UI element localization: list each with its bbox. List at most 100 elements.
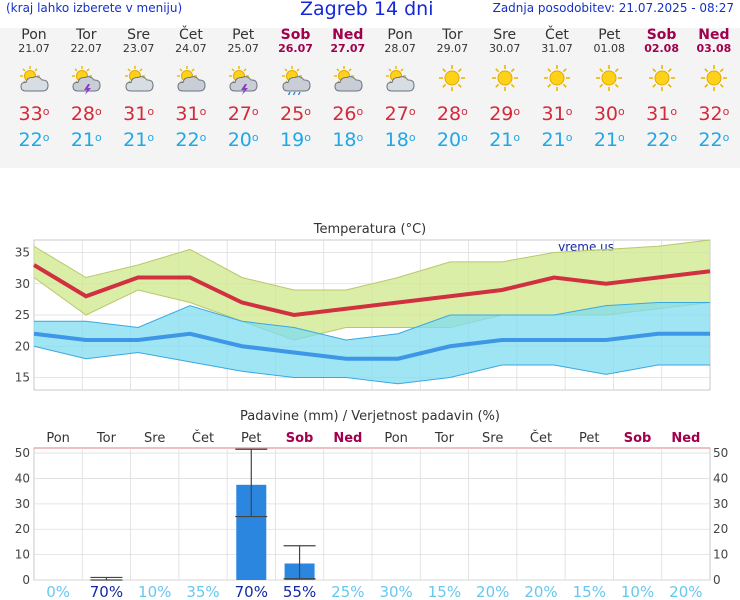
min-temp: 21o — [531, 129, 583, 151]
min-temp-value: 22 — [18, 129, 43, 151]
min-temp-value: 21 — [593, 129, 619, 151]
degree-sign: o — [95, 105, 102, 118]
forecast-day: Ned 27.07 26o 18o — [322, 27, 374, 152]
max-temp: 27o — [374, 103, 426, 125]
rain-icon — [281, 66, 311, 95]
precipitation-probability: 35% — [186, 583, 219, 600]
band-edge — [34, 302, 710, 341]
day-date: 02.08 — [644, 42, 679, 55]
last-update: Zadnja posodobitev: 21.07.2025 - 08:27 — [492, 1, 734, 15]
cloud-icon — [333, 66, 363, 92]
degree-sign: o — [408, 131, 416, 144]
max-temp-value: 27 — [227, 103, 252, 125]
precipitation-probability: 30% — [379, 583, 412, 600]
min-temp: 22o — [688, 129, 740, 151]
thunderstorm-icon — [72, 66, 101, 95]
day-name: Sob — [646, 27, 677, 43]
x-tick-label: Sre — [144, 431, 165, 446]
day-name: Čet — [178, 27, 203, 43]
degree-sign: o — [670, 105, 678, 118]
sun-icon — [491, 65, 518, 91]
y-tick-label-left: 0 — [22, 573, 30, 587]
max-temp-value: 31 — [123, 103, 148, 125]
degree-sign: o — [147, 105, 155, 118]
y-tick-label-left: 30 — [15, 497, 30, 511]
max-temp-value: 28 — [70, 103, 96, 125]
y-tick-label-right: 40 — [713, 471, 728, 485]
band-edge — [33, 345, 710, 385]
day-name: Čet — [545, 27, 569, 43]
y-tick-label-right: 30 — [713, 497, 728, 511]
precipitation-probability: 20% — [476, 583, 509, 600]
max-temp-value: 27 — [384, 103, 409, 125]
degree-sign: o — [304, 131, 311, 144]
y-tick-label-right: 10 — [713, 548, 728, 562]
degree-sign: o — [618, 131, 625, 144]
day-date: 27.07 — [330, 42, 366, 55]
day-name: Tor — [76, 27, 97, 43]
day-name: Tor — [442, 27, 463, 43]
max-temp: 32o — [688, 103, 740, 125]
degree-sign: o — [461, 105, 468, 118]
x-tick-label: Sob — [624, 431, 652, 446]
page-title: Zagreb 14 dni — [300, 0, 434, 20]
day-date: 29.07 — [436, 42, 469, 55]
forecast-day: Sre 30.07 29o 21o — [479, 27, 531, 152]
degree-sign: o — [408, 105, 416, 118]
forecast-day: Sob 02.08 31o 22o — [636, 27, 688, 152]
cloud-icon — [176, 66, 206, 92]
day-name: Pet — [598, 27, 621, 43]
min-temp: 21o — [583, 129, 635, 151]
max-temp: 31o — [113, 103, 165, 125]
precipitation-probability: 15% — [428, 583, 461, 600]
thunderstorm-icon — [229, 66, 258, 95]
max-temp: 26o — [322, 103, 374, 125]
day-date: 31.07 — [541, 42, 573, 55]
forecast-day: Ned 03.08 32o 22o — [688, 28, 740, 152]
day-date: 30.07 — [488, 42, 521, 55]
x-tick-label: Pet — [241, 431, 261, 446]
degree-sign: o — [513, 105, 521, 118]
forecast-day: Sre 23.07 31o 21 o — [113, 27, 165, 152]
precipitation-probability: 20% — [669, 583, 702, 600]
x-tick-label: Ned — [333, 431, 362, 446]
day-name: Pon — [21, 27, 47, 43]
degree-sign: o — [618, 105, 625, 118]
min-temp-value: 21 — [70, 129, 96, 151]
precipitation-probability: 25% — [331, 583, 364, 600]
y-tick-label-left: 50 — [15, 446, 30, 460]
day-date: 23.07 — [122, 42, 155, 55]
max-temp-value: 31 — [175, 103, 200, 125]
precipitation-probability: 15% — [573, 583, 606, 600]
degree-sign: o — [670, 131, 678, 144]
precipitation-probability: 55% — [283, 583, 316, 600]
forecast-day: Pon 28.07 27o 18o — [374, 28, 426, 152]
min-temp: 22o — [165, 129, 217, 151]
min-temp-value: 21 — [123, 129, 148, 151]
y-tick-label: 25 — [15, 308, 30, 322]
sun-cloud-icon — [124, 66, 154, 92]
uncertainty-band — [34, 302, 710, 384]
max-temp: 28o — [60, 103, 112, 125]
degree-sign: o — [565, 105, 573, 118]
min-temp-value: 21 — [489, 129, 514, 151]
max-temp-value: 31 — [541, 103, 566, 125]
x-tick-label: Tor — [96, 431, 117, 446]
day-name: Sre — [127, 27, 151, 43]
max-temp-value: 29 — [489, 103, 514, 125]
x-tick-label: Pon — [46, 431, 70, 446]
day-name: Sre — [493, 27, 517, 43]
y-tick-label-right: 20 — [713, 522, 728, 536]
degree-sign: o — [42, 131, 50, 144]
precipitation-probability: 70% — [90, 583, 123, 600]
degree-sign: o — [565, 131, 573, 144]
band-edge — [33, 239, 711, 291]
max-temp-value: 25 — [280, 103, 305, 125]
day-name: Ned — [332, 27, 364, 43]
x-tick-label: Čet — [192, 430, 214, 446]
degree-sign: o — [513, 131, 521, 144]
day-date: 28.07 — [384, 42, 416, 55]
min-temp: 20o — [426, 129, 478, 151]
forecast-day: Tor 29.07 28o 20o — [426, 27, 478, 152]
sun-icon — [439, 65, 466, 91]
